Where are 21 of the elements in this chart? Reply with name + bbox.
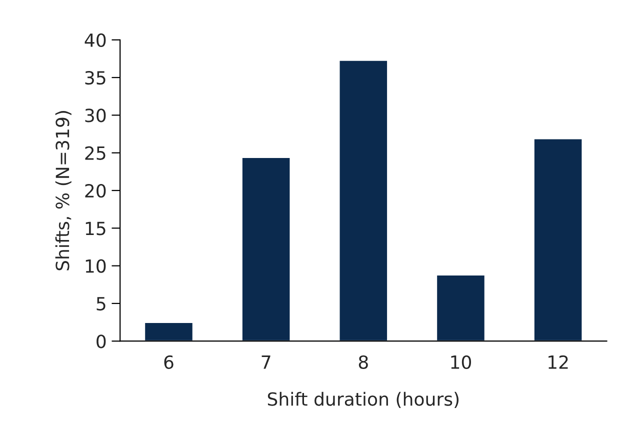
y-tick-label: 40	[84, 33, 106, 47]
y-tick-label: 25	[85, 146, 106, 160]
bar	[436, 274, 486, 342]
x-tick-label: 6	[164, 355, 174, 369]
bar	[533, 138, 584, 342]
x-tick-label: 7	[262, 356, 270, 369]
y-tick-label: 15	[86, 222, 106, 236]
x-tick-label: 12	[548, 355, 568, 369]
y-tick-label: 0	[96, 334, 106, 348]
x-tick-label: 8	[358, 355, 368, 369]
y-tick-label: 5	[96, 297, 106, 311]
y-axis-title: Shifts, % (N=319)	[55, 111, 72, 270]
y-tick-label: 35	[85, 70, 106, 85]
y-tick-label: 30	[85, 108, 106, 122]
bar	[338, 60, 388, 342]
y-tick-label: 10	[86, 259, 106, 273]
bar	[241, 156, 292, 342]
x-axis-title: Shift duration (hours)	[268, 392, 459, 408]
x-tick-label: 10	[451, 355, 472, 369]
y-tick-label: 20	[85, 184, 106, 198]
bar	[144, 322, 194, 342]
